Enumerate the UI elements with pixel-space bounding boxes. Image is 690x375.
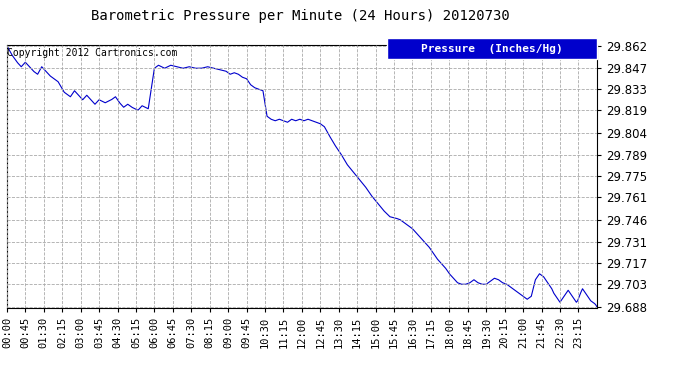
- Text: Barometric Pressure per Minute (24 Hours) 20120730: Barometric Pressure per Minute (24 Hours…: [91, 9, 509, 23]
- Text: Pressure  (Inches/Hg): Pressure (Inches/Hg): [422, 44, 563, 54]
- Bar: [387, 39, 597, 60]
- Text: Copyright 2012 Cartronics.com: Copyright 2012 Cartronics.com: [8, 48, 178, 58]
